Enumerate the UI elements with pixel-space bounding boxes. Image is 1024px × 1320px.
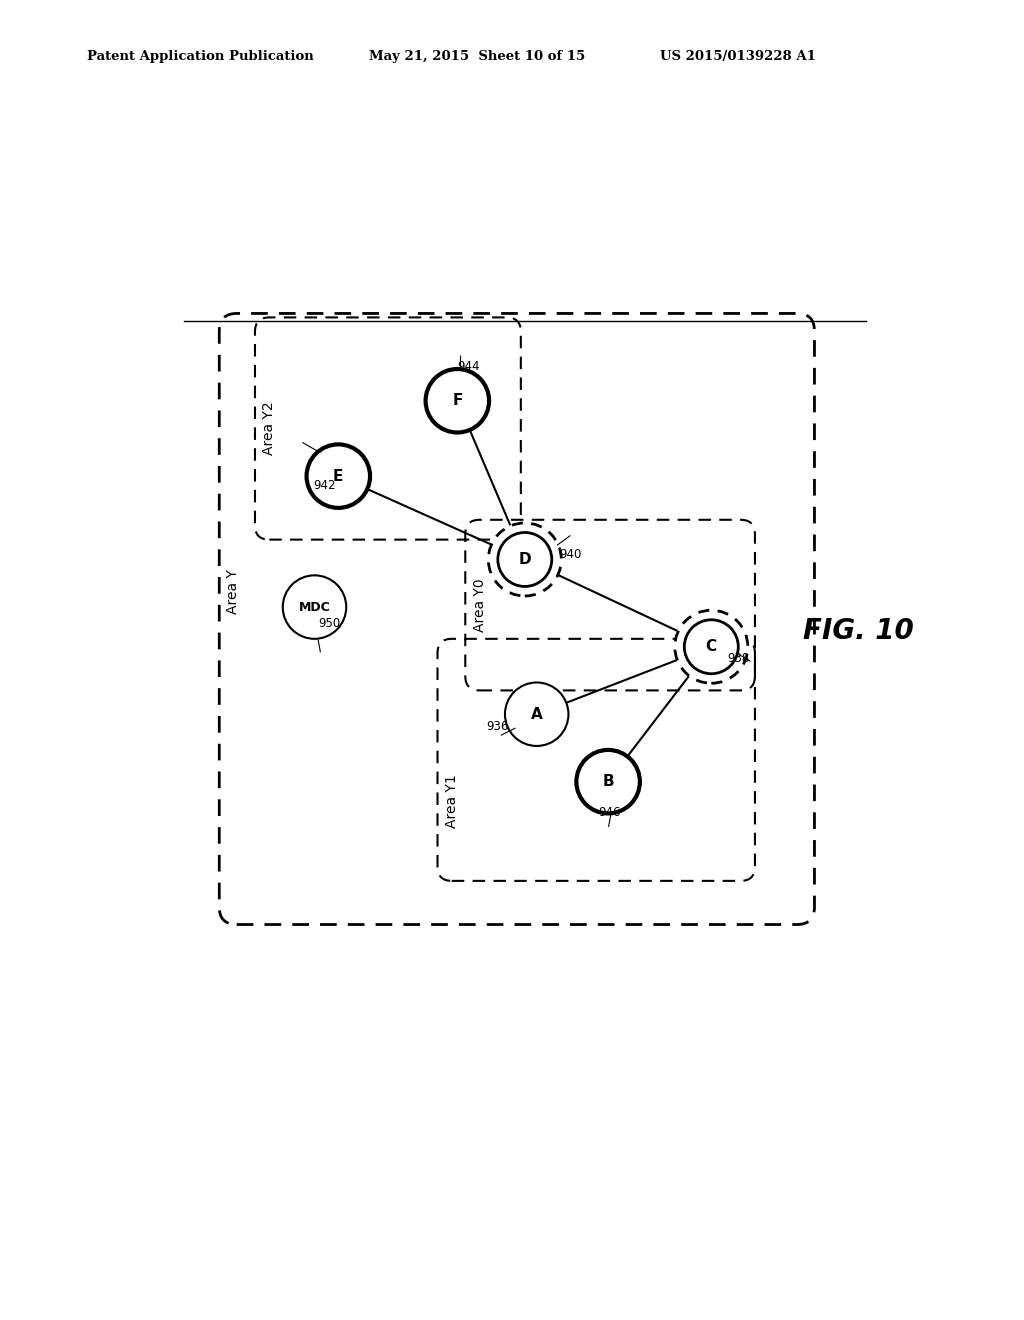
Circle shape (426, 370, 489, 433)
Text: 950: 950 (318, 618, 341, 630)
Text: Patent Application Publication: Patent Application Publication (87, 50, 313, 63)
Text: Area Y: Area Y (225, 569, 240, 614)
Circle shape (306, 445, 370, 508)
Text: D: D (518, 552, 531, 568)
Text: 946: 946 (598, 807, 621, 820)
Text: A: A (530, 706, 543, 722)
Text: FIG. 10: FIG. 10 (803, 616, 913, 645)
Text: E: E (333, 469, 343, 483)
Text: Area Y0: Area Y0 (472, 578, 486, 631)
Circle shape (675, 610, 748, 684)
Text: 944: 944 (458, 360, 480, 374)
Circle shape (498, 532, 552, 586)
Text: 936: 936 (486, 721, 509, 734)
Text: B: B (602, 774, 614, 789)
Circle shape (505, 682, 568, 746)
Circle shape (283, 576, 346, 639)
Text: US 2015/0139228 A1: US 2015/0139228 A1 (660, 50, 816, 63)
Text: 942: 942 (313, 479, 336, 492)
Text: MDC: MDC (299, 601, 331, 614)
Text: 940: 940 (559, 548, 582, 561)
Circle shape (577, 750, 640, 813)
Text: F: F (453, 393, 463, 408)
Text: Area Y2: Area Y2 (262, 401, 276, 455)
Text: C: C (706, 639, 717, 655)
Circle shape (684, 620, 738, 673)
Text: 938: 938 (727, 652, 750, 665)
Circle shape (488, 523, 561, 595)
Text: May 21, 2015  Sheet 10 of 15: May 21, 2015 Sheet 10 of 15 (369, 50, 585, 63)
Text: Area Y1: Area Y1 (444, 775, 459, 829)
